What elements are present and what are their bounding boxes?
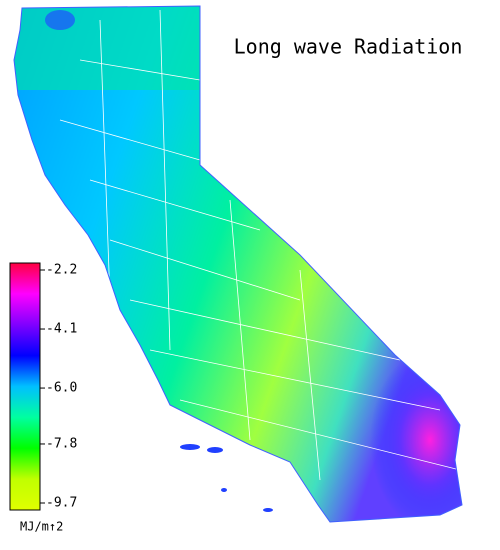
colorbar-tick-label: -7.8 (46, 436, 77, 451)
colorbar-unit: MJ/m↑2 (20, 520, 63, 534)
colorbar-tick-label: -9.7 (46, 496, 77, 511)
colorbar-bar (9, 262, 41, 511)
colorbar-tick-label: -4.1 (46, 322, 77, 337)
colorbar-tick-label: -2.2 (46, 263, 77, 278)
colorbar-tick-label: -6.0 (46, 381, 77, 396)
colorbar: -2.2 -4.1 -6.0 -7.8 -9.7 (9, 262, 77, 511)
map-title: Long wave Radiation (234, 35, 463, 59)
